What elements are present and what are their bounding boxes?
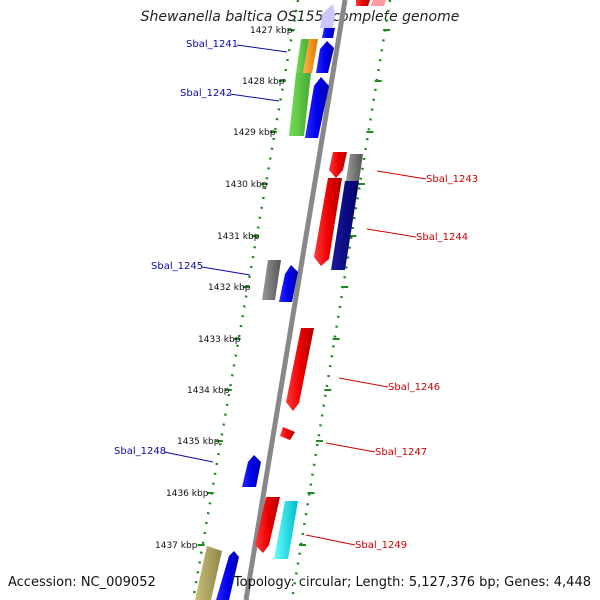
gene-feature-top-pink[interactable] [371,0,386,6]
leader-line-1242 [229,93,280,102]
gene-feature-top-lavender[interactable] [320,4,335,28]
kbp-label-1432: 1432 kbp [208,283,251,293]
leader-line-1249 [305,534,356,546]
gene-label-1246[interactable]: Sbal_1246 [388,382,440,393]
leader-line-1241 [236,44,288,53]
gene-label-1248[interactable]: Sbal_1248 [114,446,166,457]
gene-feature-1249-red[interactable] [255,497,280,553]
gene-feature-1242-green[interactable] [289,73,311,136]
gene-feature-1245-blue[interactable] [279,265,298,302]
kbp-label-1429: 1429 kbp [233,128,276,138]
genome-summary-text: Topology: circular; Length: 5,127,376 bp… [233,575,591,590]
gene-label-1241[interactable]: Sbal_1241 [186,39,238,50]
kbp-label-1431: 1431 kbp [217,232,260,242]
gene-label-1243[interactable]: Sbal_1243 [426,174,478,185]
leader-line-1248 [163,451,214,463]
gene-feature-1248-blue[interactable] [242,455,261,487]
kbp-label-1428: 1428 kbp [242,77,285,87]
kbp-label-1427: 1427 kbp [250,26,293,36]
gene-feature-1247-red[interactable] [280,427,295,440]
gene-feature-1249-cyan[interactable] [274,501,298,559]
leader-line-1247 [325,442,376,453]
gene-feature-1243-red[interactable] [329,152,347,178]
leader-line-1246 [338,377,389,388]
gene-label-1242[interactable]: Sbal_1242 [180,88,232,99]
kbp-label-1434: 1434 kbp [187,386,230,396]
gene-feature-bottom-blue[interactable] [216,551,239,600]
kbp-label-1437: 1437 kbp [155,541,198,551]
gene-feature-1244-navy[interactable] [331,181,359,270]
gene-label-1244[interactable]: Sbal_1244 [416,232,468,243]
kbp-label-1433: 1433 kbp [198,335,241,345]
gene-feature-1241-green[interactable] [296,39,309,73]
kbp-label-1435: 1435 kbp [177,437,220,447]
gene-feature-1244-red[interactable] [314,178,342,266]
gene-feature-bottom-khaki[interactable] [195,546,222,600]
outer-track-right [290,0,392,600]
gene-feature-1241-blue[interactable] [316,41,334,73]
leader-line-1243 [376,170,427,180]
gene-feature-top-red[interactable] [356,0,370,6]
gene-feature-1245-gray[interactable] [262,260,281,300]
gene-feature-1242-blue[interactable] [305,77,329,138]
gene-feature-1240[interactable] [322,28,335,38]
gene-label-1245[interactable]: Sbal_1245 [151,261,203,272]
leader-line-1244 [366,228,417,238]
leader-line-1245 [201,266,251,276]
outer-track-left [191,0,300,600]
genome-title: Shewanella baltica OS155, complete genom… [140,9,460,25]
gene-label-1249[interactable]: Sbal_1249 [355,540,407,551]
gene-feature-1243-gray[interactable] [346,154,363,181]
gene-feature-1241-orange[interactable] [303,39,318,73]
gene-label-1247[interactable]: Sbal_1247 [375,447,427,458]
kbp-label-1436: 1436 kbp [166,489,209,499]
gene-feature-1246-red[interactable] [286,328,314,411]
genome-backbone [243,0,348,600]
kbp-label-1430: 1430 kbp [225,180,268,190]
accession-text: Accession: NC_009052 [8,575,156,590]
